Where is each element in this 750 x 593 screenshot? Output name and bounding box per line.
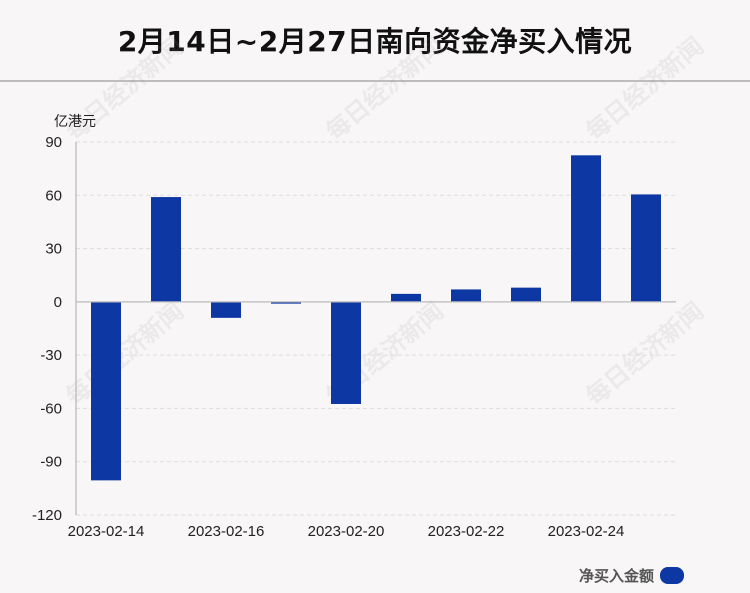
y-tick-label: 60: [45, 187, 62, 204]
bar-2023-02-17: [271, 301, 301, 304]
y-axis-unit: 亿港元: [54, 114, 96, 130]
y-tick-label: 0: [54, 294, 62, 311]
bar-2023-02-16: [211, 301, 241, 318]
x-tick-label: 2023-02-16: [188, 523, 265, 540]
title-divider: [0, 80, 750, 82]
legend-label: 净买入金额: [578, 566, 654, 585]
watermark: 每日经济新闻: [321, 32, 449, 146]
x-tick-label: 2023-02-20: [308, 523, 385, 540]
watermark: 每日经济新闻: [581, 297, 709, 411]
x-tick-label: 2023-02-14: [68, 523, 145, 540]
x-tick-label: 2023-02-22: [428, 523, 505, 540]
legend-swatch: [660, 566, 684, 584]
bar-2023-02-20: [331, 301, 361, 404]
bar-2023-02-27: [631, 194, 661, 302]
y-tick-label: -30: [40, 347, 62, 364]
legend: 净买入金额: [579, 565, 684, 585]
y-tick-label: 90: [45, 134, 62, 151]
bar-2023-02-15: [151, 197, 181, 302]
x-tick-label: 2023-02-24: [548, 523, 625, 540]
y-tick-label: -60: [40, 400, 62, 417]
y-tick-label: -120: [32, 507, 62, 524]
bar-2023-02-23: [511, 287, 541, 302]
y-tick-label: 30: [45, 241, 62, 258]
bar-2023-02-24: [571, 155, 601, 302]
chart-title: 2月14日~2月27日南向资金净买入情况: [117, 25, 633, 58]
bar-2023-02-22: [451, 289, 481, 302]
watermark: 每日经济新闻: [61, 297, 189, 411]
bar-2023-02-14: [91, 301, 121, 481]
bar-2023-02-21: [391, 293, 421, 302]
y-tick-label: -90: [40, 454, 62, 471]
watermark: 每日经济新闻: [581, 32, 709, 146]
